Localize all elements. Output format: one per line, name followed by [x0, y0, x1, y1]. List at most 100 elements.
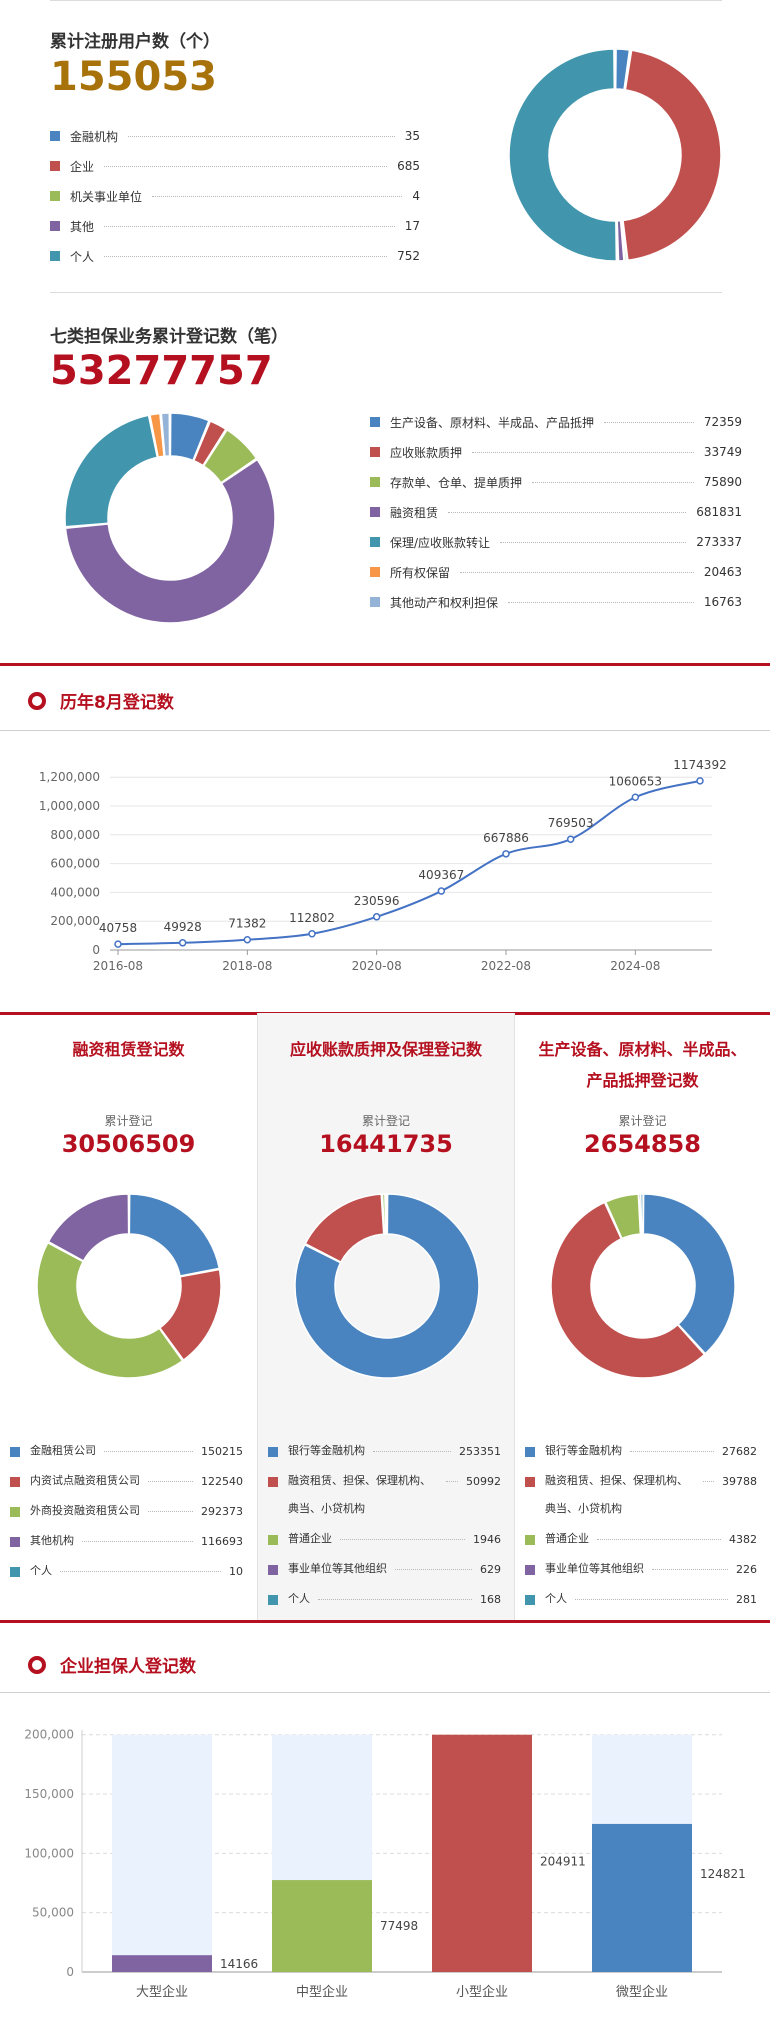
legend-swatch	[268, 1477, 278, 1487]
guarantee-types-legend: 生产设备、原材料、半成品、产品抵押 72359 应收账款质押 33749 存款单、仓单、…	[370, 407, 742, 617]
legend-row: 企业 685	[50, 151, 420, 181]
stat-column: 生产设备、原材料、半成品、产品抵押登记数 累计登记 2654858 银行等金融机构 27…	[514, 1013, 770, 1620]
legend-value: 273337	[696, 535, 742, 549]
donut-slice	[202, 428, 258, 484]
legend-label: 内资试点融资租赁公司	[30, 1474, 140, 1487]
legend-leader	[104, 225, 395, 227]
column-legend: 银行等金融机构 253351 融资租赁、担保、保理机构、典当、小贷机构 50992 普通…	[268, 1436, 501, 1614]
column-total: 30506509	[61, 1130, 196, 1158]
data-point[interactable]	[437, 887, 446, 895]
legend-row: 融资租赁、担保、保理机构、典当、小贷机构 39788	[525, 1466, 757, 1524]
column-legend: 银行等金融机构 27682 融资租赁、担保、保理机构、典当、小贷机构 39788 普通企…	[525, 1436, 757, 1614]
legend-value: 116693	[201, 1535, 243, 1548]
data-label: 1060653	[609, 774, 662, 788]
legend-value: 75890	[703, 475, 742, 489]
legend-row: 外商投资融资租赁公司 292373	[10, 1496, 243, 1526]
data-point[interactable]	[114, 940, 122, 948]
legend-leader	[652, 1569, 728, 1570]
x-category-label: 微型企业	[616, 1984, 668, 2000]
august-section-header: 历年8月登记数	[28, 688, 174, 713]
legend-value: 253351	[459, 1445, 501, 1458]
bar[interactable]	[272, 1880, 372, 1972]
data-point[interactable]	[178, 939, 187, 947]
data-point[interactable]	[566, 835, 575, 843]
bar[interactable]	[112, 1955, 212, 1972]
registered-users-legend: 金融机构 35 企业 685 机关事业单位 4 其他 17 个人 752	[50, 121, 420, 271]
data-point[interactable]	[372, 913, 381, 921]
legend-leader	[703, 1481, 714, 1482]
data-label: 667886	[483, 831, 529, 845]
legend-label: 个人	[30, 1564, 52, 1577]
legend-row: 银行等金融机构 253351	[268, 1436, 501, 1466]
donut-slice	[160, 412, 171, 458]
legend-label: 其他机构	[30, 1534, 74, 1547]
legend-row: 金融租赁公司 150215	[10, 1436, 243, 1466]
legend-row: 存款单、仓单、提单质押 75890	[370, 467, 742, 497]
series-line	[117, 779, 701, 946]
donut-slice	[550, 1201, 706, 1379]
donut-slice	[64, 458, 276, 624]
legend-leader	[630, 1451, 714, 1452]
column-title: 应收账款质押及保理登记数	[289, 1040, 482, 1059]
legend-value: 629	[480, 1563, 501, 1576]
legend-row: 内资试点融资租赁公司 122540	[10, 1466, 243, 1496]
data-point[interactable]	[243, 935, 252, 944]
legend-value: 752	[397, 249, 420, 263]
x-category-label: 大型企业	[136, 1984, 188, 2000]
legend-leader	[373, 1451, 451, 1452]
registered-users-title: 累计注册用户数（个）	[50, 32, 220, 52]
data-label: 112802	[289, 911, 335, 925]
donut-slice	[293, 1193, 480, 1379]
bar-value-label: 124821	[700, 1867, 746, 1881]
legend-leader	[148, 1481, 193, 1482]
guarantee-types-title: 七类担保业务累计登记数（笔）	[50, 327, 288, 347]
legend-swatch	[10, 1567, 20, 1577]
legend-label: 生产设备、原材料、半成品、产品抵押	[390, 415, 595, 430]
bar[interactable]	[592, 1823, 692, 1972]
data-point[interactable]	[631, 793, 640, 802]
legend-swatch	[268, 1447, 278, 1457]
legend-swatch	[370, 537, 380, 547]
legend-leader	[460, 571, 694, 573]
x-category-label: 中型企业	[296, 1984, 348, 2000]
legend-value: 150215	[201, 1445, 243, 1458]
donut-slice	[35, 1241, 184, 1379]
data-point[interactable]	[696, 777, 704, 785]
guarantee-types-donut	[64, 412, 276, 624]
data-label: 769503	[548, 816, 594, 830]
legend-swatch	[50, 161, 60, 171]
legend-value: 292373	[201, 1505, 243, 1518]
enterprise-section-title: 企业担保人登记数	[60, 1657, 196, 1677]
legend-swatch	[370, 567, 380, 577]
legend-leader	[60, 1571, 221, 1572]
donut-slice	[192, 420, 227, 467]
bar[interactable]	[432, 1734, 532, 1972]
legend-leader	[532, 481, 694, 483]
donut-slice	[149, 412, 165, 459]
data-point[interactable]	[308, 930, 316, 938]
legend-swatch	[525, 1565, 535, 1575]
donut-slice	[128, 1193, 220, 1277]
y-tick-label: 400,000	[50, 885, 100, 899]
donut-slice	[158, 1268, 222, 1362]
x-tick-label: 2022-08	[481, 959, 531, 973]
column-subtitle: 累计登记	[104, 1114, 153, 1128]
legend-value: 16763	[703, 595, 742, 609]
legend-swatch	[50, 221, 60, 231]
column-donut	[550, 1193, 736, 1379]
legend-label: 普通企业	[288, 1532, 332, 1545]
legend-value: 4382	[729, 1533, 757, 1546]
y-tick-label: 50,000	[32, 1906, 74, 1920]
legend-swatch	[525, 1595, 535, 1605]
legend-row: 其他 17	[50, 211, 420, 241]
legend-swatch	[10, 1447, 20, 1457]
legend-row: 其他动产和权利担保 16763	[370, 587, 742, 617]
legend-row: 普通企业 4382	[525, 1524, 757, 1554]
legend-leader	[395, 1569, 472, 1570]
data-point[interactable]	[502, 850, 510, 858]
y-tick-label: 150,000	[24, 1787, 74, 1801]
legend-row: 保理/应收账款转让 273337	[370, 527, 742, 557]
legend-leader	[104, 1451, 193, 1452]
stat-column: 融资租赁登记数 累计登记 30506509 金融租赁公司 150215 内资试点融资租赁公…	[0, 1013, 257, 1620]
legend-leader	[472, 451, 694, 453]
